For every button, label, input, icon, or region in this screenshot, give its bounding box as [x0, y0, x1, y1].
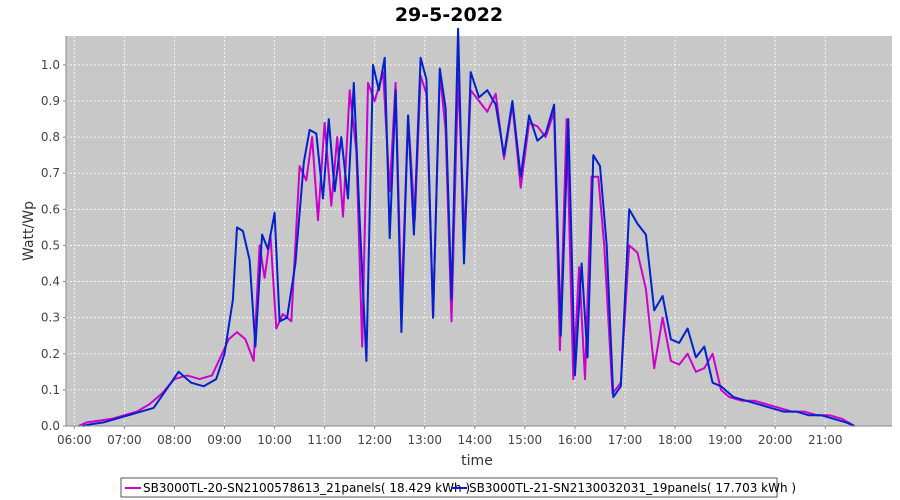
y-tick-label: 0.5: [41, 238, 60, 252]
x-tick-labels: 06:00 07:00 08:00 09:00 10:00 11:00 12:00 13:00…: [57, 426, 843, 447]
y-tick-label: 0.3: [41, 311, 60, 325]
y-tick-label: 0.2: [41, 347, 60, 361]
legend: SB3000TL-20-SN2100578613_21panels( 18.42…: [120, 477, 796, 498]
x-tick-label: 11:00: [307, 433, 342, 447]
x-tick-label: 15:00: [508, 433, 543, 447]
y-tick-label: 0.1: [41, 383, 60, 397]
y-tick-label: 0.8: [41, 130, 60, 144]
x-tick-label: 10:00: [257, 433, 292, 447]
chart-title: 29-5-2022: [395, 4, 503, 26]
series-layer: [78, 27, 855, 427]
x-tick-label: 08:00: [157, 433, 192, 447]
y-axis-label: Watt/Wp: [21, 201, 37, 261]
x-axis-label: time: [461, 453, 493, 469]
y-tick-label: 0.9: [41, 94, 60, 108]
y-tick-label: 0.0: [41, 419, 60, 433]
series-line-2: [82, 27, 855, 427]
y-tick-label: 0.7: [41, 166, 60, 180]
legend-label-series-2: SB3000TL-21-SN2130032031_19panels( 17.70…: [469, 481, 796, 495]
x-tick-label: 09:00: [207, 433, 242, 447]
legend-label-series-1: SB3000TL-20-SN2100578613_21panels( 18.42…: [143, 481, 470, 495]
x-tick-label: 14:00: [458, 433, 493, 447]
x-tick-label: 07:00: [107, 433, 142, 447]
y-tick-label: 1.0: [41, 58, 60, 72]
x-tick-label: 06:00: [57, 433, 92, 447]
x-tick-label: 20:00: [758, 433, 793, 447]
y-tick-label: 0.4: [41, 275, 60, 289]
y-tick-label: 0.6: [41, 202, 60, 216]
y-tick-labels: 0.0 0.1 0.2 0.3 0.4 0.5 0.6 0.7 0.8 0.9 1.0: [41, 58, 66, 433]
x-tick-label: 19:00: [708, 433, 743, 447]
x-tick-label: 21:00: [808, 433, 843, 447]
x-tick-label: 17:00: [608, 433, 643, 447]
x-tick-label: 16:00: [558, 433, 593, 447]
x-tick-label: 13:00: [407, 433, 442, 447]
x-tick-label: 18:00: [658, 433, 693, 447]
x-tick-label: 12:00: [357, 433, 392, 447]
legend-box: [120, 477, 778, 498]
